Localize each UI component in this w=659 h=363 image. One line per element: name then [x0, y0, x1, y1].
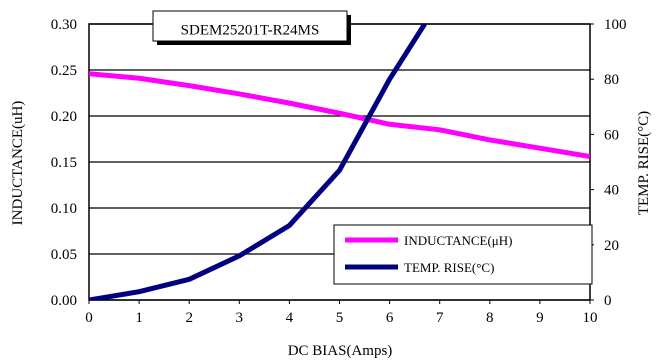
- legend-label-inductance: INDUCTANCE(μH): [404, 233, 512, 248]
- y-left-tick-label: 0.25: [51, 63, 77, 79]
- legend: INDUCTANCE(μH) TEMP. RISE(°C): [333, 224, 593, 285]
- y-right-tick-label: 40: [604, 183, 619, 199]
- y-left-tick-label: 0.15: [51, 155, 77, 171]
- y-left-tick-label: 0.00: [51, 293, 77, 309]
- y-left-tick-label: 0.30: [51, 17, 77, 33]
- series-layer: [88, 23, 591, 301]
- y-left-tick-label: 0.20: [51, 109, 77, 125]
- y-right-tick-label: 60: [604, 127, 619, 143]
- inductance-series-line: [89, 71, 590, 159]
- axis-ticks: 0 1 2 3 4 5 6 7 8 9 10 0.00 0.05 0.10 0.15 0.20 0.25 0.30…: [51, 17, 627, 326]
- legend-label-temp-rise: TEMP. RISE(°C): [404, 260, 494, 275]
- y-right-tick-label: 80: [604, 72, 619, 88]
- x-tick-label: 3: [236, 310, 244, 326]
- y-left-axis-title: INDUCTANCE(uH): [10, 101, 26, 226]
- y-right-tick-label: 0: [604, 293, 612, 309]
- x-axis-title: DC BIAS(Amps): [288, 343, 393, 359]
- y-right-tick-label: 20: [604, 238, 619, 254]
- y-left-tick-label: 0.05: [51, 247, 77, 263]
- x-tick-label: 7: [436, 310, 444, 326]
- x-tick-label: 5: [336, 310, 344, 326]
- x-tick-label: 8: [486, 310, 494, 326]
- x-tick-label: 0: [85, 310, 93, 326]
- temp-rise-series-line: [89, 24, 427, 300]
- chart-title-box: SDEM25201T-R24MS: [152, 10, 351, 45]
- chart-title: SDEM25201T-R24MS: [181, 22, 320, 38]
- x-tick-label: 4: [286, 310, 294, 326]
- y-right-tick-label: 100: [604, 17, 627, 33]
- y-right-axis-title: TEMP. RISE(°C): [636, 111, 652, 215]
- x-tick-label: 9: [536, 310, 544, 326]
- legend-frame: [333, 224, 593, 285]
- x-tick-label: 1: [135, 310, 143, 326]
- y-left-tick-label: 0.10: [51, 201, 77, 217]
- x-tick-label: 2: [185, 310, 193, 326]
- x-tick-label: 6: [386, 310, 394, 326]
- x-tick-label: 10: [583, 310, 598, 326]
